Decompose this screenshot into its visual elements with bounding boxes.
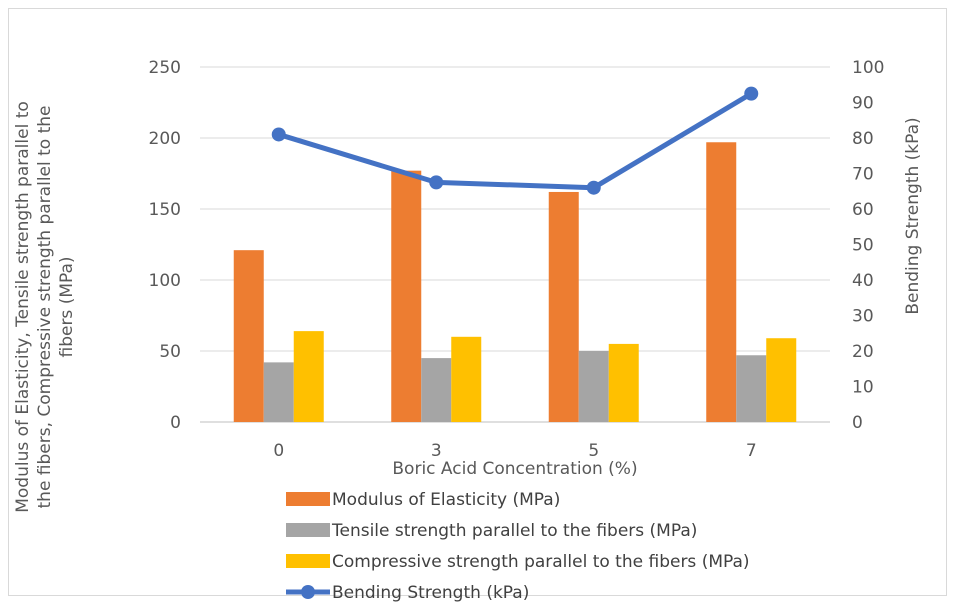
bar-tensile-3 [421,358,452,422]
bar-compressive-3 [451,336,482,422]
right-axis-title: Bending Strength (kPa) [903,117,923,314]
right-tick-label: 50 [852,236,874,256]
legend-item: Compressive strength parallel to the fib… [286,552,750,572]
left-axis-title-line-1: Modulus of Elasticity, Tensile strength … [13,101,33,513]
x-tick-label: 3 [431,441,442,461]
right-tick-label: 60 [852,200,874,220]
right-tick-label: 100 [852,58,884,78]
line-point [271,127,286,142]
legend-item: Modulus of Elasticity (MPa) [286,490,560,510]
line-point [744,86,759,101]
bar-compressive-7 [766,338,797,422]
legend-label: Bending Strength (kPa) [332,583,529,603]
series-line [276,91,754,191]
left-tick-label: 250 [149,58,181,78]
x-tick-label: 0 [273,441,284,461]
line-point [429,175,444,190]
x-axis-ticks: 0 3 5 7 [273,441,756,461]
bar-series [233,142,797,422]
bar-modulus-3 [391,170,422,422]
right-tick-label: 30 [852,307,874,327]
right-tick-label: 40 [852,271,874,291]
bar-modulus-7 [706,142,737,422]
legend-swatch-marker [301,585,315,599]
bar-tensile-0 [263,362,294,422]
bending-strength-line [271,86,759,195]
right-tick-label: 80 [852,129,874,149]
left-axis-title-line-3: fibers (MPa) [57,256,77,357]
left-axis-ticks: 0 50 100 150 200 250 [149,58,181,433]
left-tick-label: 200 [149,129,181,149]
legend-swatch [286,492,330,506]
x-axis-title: Boric Acid Concentration (%) [392,459,637,479]
left-tick-label: 50 [159,342,181,362]
right-tick-label: 70 [852,165,874,185]
right-tick-label: 0 [852,413,863,433]
line-point [586,180,601,195]
bar-modulus-5 [548,191,579,422]
left-axis-title: Modulus of Elasticity, Tensile strength … [13,101,77,513]
right-axis-ticks: 0 10 20 30 40 50 60 70 80 90 100 [852,58,884,433]
left-tick-label: 150 [149,200,181,220]
chart-frame [8,8,947,596]
right-tick-label: 90 [852,94,874,114]
legend-swatch [286,554,330,568]
left-tick-label: 0 [170,413,181,433]
bar-modulus-0 [233,250,264,422]
right-tick-label: 20 [852,342,874,362]
legend-item: Tensile strength parallel to the fibers … [286,521,697,541]
legend-label: Modulus of Elasticity (MPa) [332,490,560,510]
x-tick-label: 7 [746,441,757,461]
bar-tensile-7 [736,355,767,422]
bar-compressive-5 [608,343,639,422]
x-tick-label: 5 [588,441,599,461]
bar-tensile-5 [578,351,609,422]
left-axis-title-line-2: the fibers, Compressive strength paralle… [35,106,55,509]
legend-label: Compressive strength parallel to the fib… [332,552,750,572]
legend-label: Tensile strength parallel to the fibers … [331,521,697,541]
legend-swatch [286,523,330,537]
legend-item: Bending Strength (kPa) [286,583,529,603]
bar-compressive-0 [293,331,324,422]
left-tick-label: 100 [149,271,181,291]
legend: Modulus of Elasticity (MPa) Tensile stren… [286,490,750,603]
right-axis-title-text: Bending Strength (kPa) [903,117,923,314]
right-tick-label: 10 [852,378,874,398]
